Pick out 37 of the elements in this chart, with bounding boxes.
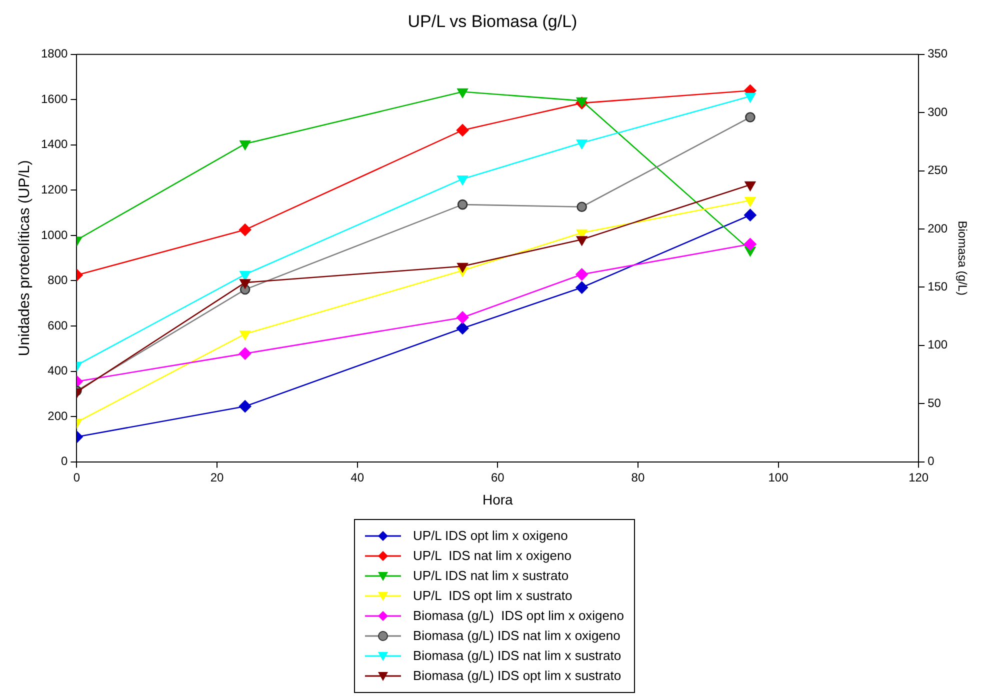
x-tick-label: 120 (908, 470, 929, 484)
y-tick-label: 1000 (40, 228, 68, 242)
y-tick-label: 1600 (40, 92, 68, 106)
y-tick-label: 1200 (40, 182, 68, 197)
y-tick-label: 400 (48, 364, 68, 378)
legend-label: Biomasa (g/L) IDS opt lim x sustrato (413, 667, 622, 685)
x-tick-label: 40 (350, 470, 364, 484)
y2-tick-label: 300 (928, 104, 948, 119)
legend-label: UP/L IDS nat lim x sustrato (413, 567, 569, 585)
x-tick-label: 20 (210, 470, 224, 484)
y-axis-title: Unidades proteolíticas (UP/L) (16, 160, 34, 356)
legend-label: UP/L IDS nat lim x oxigeno (413, 547, 572, 565)
legend-label: Biomasa (g/L) IDS opt lim x oxigeno (413, 607, 624, 625)
y2-tick-label: 200 (928, 221, 948, 236)
x-tick-label: 60 (490, 470, 505, 484)
y2-axis-title: Biomasa (g/L) (955, 220, 970, 296)
y-tick-label: 200 (48, 408, 68, 423)
y-tick-label: 600 (48, 318, 68, 332)
y2-tick-label: 150 (928, 280, 948, 294)
legend-label: Biomasa (g/L) IDS nat lim x oxigeno (413, 627, 620, 645)
legend-label: Biomasa (g/L) IDS nat lim x sustrato (413, 647, 622, 665)
y-tick-label: 1400 (40, 137, 68, 152)
legend-label: UP/L IDS opt lim x oxigeno (413, 527, 568, 545)
y2-tick-label: 350 (928, 46, 948, 61)
y2-tick-label: 0 (928, 454, 935, 468)
y2-tick-label: 100 (928, 338, 948, 352)
x-tick-label: 100 (768, 470, 789, 484)
x-tick-label: 80 (631, 470, 645, 484)
x-axis-title: Hora (482, 491, 514, 508)
y-tick-label: 800 (48, 273, 68, 288)
y2-tick-label: 250 (928, 163, 948, 178)
y-tick-label: 0 (61, 454, 68, 468)
legend-label: UP/L IDS opt lim x sustrato (413, 587, 572, 605)
y-tick-label: 1800 (40, 46, 68, 61)
x-tick-label: 0 (73, 470, 80, 484)
chart-title: UP/L vs Biomasa (g/L) (408, 12, 578, 31)
y2-tick-label: 50 (928, 396, 942, 410)
